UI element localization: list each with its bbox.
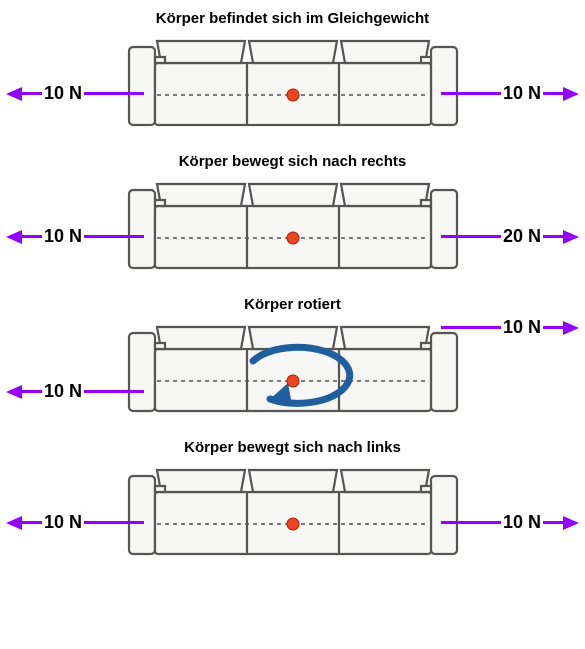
panel-title: Körper befindet sich im Gleichgewicht xyxy=(6,10,579,27)
force-left: 10 N xyxy=(6,226,144,247)
panel-title: Körper rotiert xyxy=(6,296,579,313)
force-right: 10 N xyxy=(441,83,579,104)
sofa-icon xyxy=(123,35,463,135)
scene: 10 N 10 N xyxy=(6,315,579,425)
force-right-label: 10 N xyxy=(503,317,541,338)
force-right: 20 N xyxy=(441,226,579,247)
force-left: 10 N xyxy=(6,83,144,104)
force-left-label: 10 N xyxy=(44,512,82,533)
force-right-label: 10 N xyxy=(503,512,541,533)
scene: 10 N 10 N xyxy=(6,29,579,139)
force-right: 10 N xyxy=(441,317,579,338)
force-right: 10 N xyxy=(441,512,579,533)
force-right-label: 10 N xyxy=(503,83,541,104)
force-right-label: 20 N xyxy=(503,226,541,247)
sofa-icon xyxy=(123,464,463,564)
force-left-label: 10 N xyxy=(44,83,82,104)
panel-title: Körper bewegt sich nach rechts xyxy=(6,153,579,170)
force-left-label: 10 N xyxy=(44,226,82,247)
panel-title: Körper bewegt sich nach links xyxy=(6,439,579,456)
force-left: 10 N xyxy=(6,381,144,402)
panel-0: Körper befindet sich im Gleichgewicht 10… xyxy=(6,10,579,139)
sofa-icon xyxy=(123,321,463,421)
panel-2: Körper rotiert 10 N xyxy=(6,296,579,425)
scene: 10 N 20 N xyxy=(6,172,579,282)
sofa-icon xyxy=(123,178,463,278)
scene: 10 N 10 N xyxy=(6,458,579,568)
force-left-label: 10 N xyxy=(44,381,82,402)
panel-1: Körper bewegt sich nach rechts 10 N xyxy=(6,153,579,282)
panel-3: Körper bewegt sich nach links 10 N xyxy=(6,439,579,568)
force-left: 10 N xyxy=(6,512,144,533)
